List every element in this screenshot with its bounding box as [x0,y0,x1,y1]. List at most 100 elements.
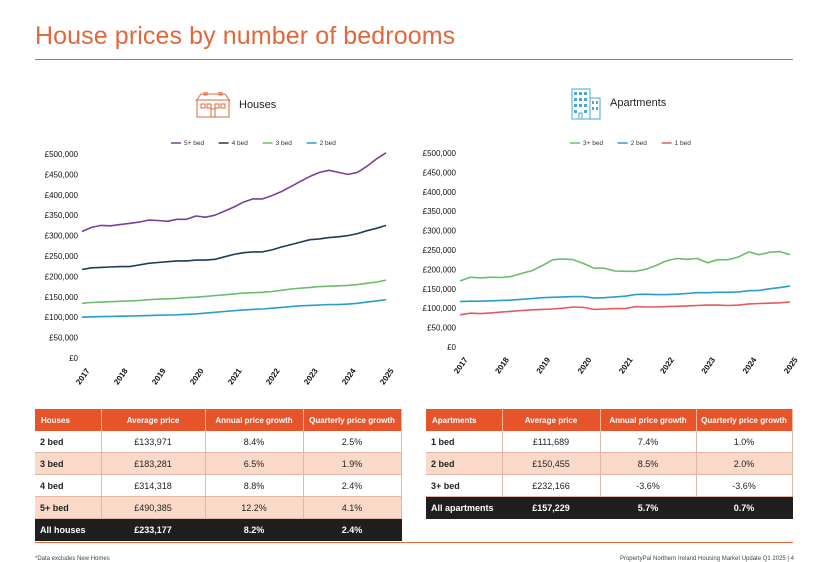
table-row: 3+ bed £232,166 -3.6% -3.6% [426,474,793,497]
legend-label: 3 bed [276,140,293,147]
y-tick-label: £250,000 [423,246,457,255]
table-cell: -3.6% [696,474,793,497]
column-header: Quarterly price growth [696,409,793,431]
table-row: 4 bed £314,318 8.8% 2.4% [35,474,402,497]
y-tick-label: £100,000 [423,304,457,313]
chart-legend: 3+ bed 2 bed 1 bed [570,140,691,147]
x-tick-label: 2022 [658,355,676,375]
x-tick-label: 2024 [741,355,759,375]
y-tick-label: £450,000 [45,170,79,179]
table-cell: £157,229 [502,496,601,519]
x-tick-label: 2025 [782,355,800,375]
legend-label: 5+ bed [184,140,204,147]
table-row: 1 bed £111,689 7.4% 1.0% [426,431,793,453]
table-cell: 12.2% [205,496,304,519]
apartments-heading-label: Apartments [610,97,667,109]
y-tick-label: £0 [447,343,456,352]
table-cell: 2.5% [303,431,402,453]
y-axis: £0 £50,000 £100,000 £150,000 £200,000 £250,00… [45,150,79,363]
series-line [459,301,791,316]
table-cell: 2 bed [35,431,102,453]
table-cell: 8.2% [205,518,304,541]
table-cell: 3+ bed [426,474,503,497]
table-row: 2 bed £133,971 8.4% 2.5% [35,431,402,453]
legend-label: 4 bed [232,140,249,147]
table-cell: 4.1% [303,496,402,519]
table-cell: 2.4% [303,518,402,541]
series-line [459,285,791,303]
table-cell: 2.4% [303,474,402,497]
table-cell: £133,971 [101,431,206,453]
y-tick-label: £350,000 [423,207,457,216]
y-tick-label: £50,000 [49,334,78,343]
table-cell: 5+ bed [35,496,102,519]
column-header: Average price [502,409,601,431]
footer-note: *Data excludes New Homes [35,556,110,562]
column-header: Annual price growth [600,409,697,431]
table-cell: 7.4% [600,431,697,453]
series-line [81,224,387,271]
y-tick-label: £50,000 [427,324,456,333]
house-icon [195,92,231,118]
footer-page-number: 4 [790,556,794,562]
table-cell: All apartments [426,496,503,519]
y-tick-label: £0 [69,354,78,363]
table-cell: All houses [35,518,102,541]
footer-credit: PropertyPal Northern Ireland Housing Mar… [619,556,794,562]
apartment-building-icon [571,88,601,120]
legend-label: 2 bed [320,140,337,147]
y-tick-label: £500,000 [45,150,79,159]
y-tick-label: £350,000 [45,211,79,220]
column-header: Quarterly price growth [303,409,402,431]
y-tick-label: £150,000 [45,293,79,302]
column-header: Houses [35,409,102,431]
table-cell: £111,689 [502,431,601,453]
table-cell: 8.4% [205,431,304,453]
x-tick-label: 2020 [576,355,594,375]
table-cell: £150,455 [502,452,601,475]
apartments-heading: Apartments [570,86,666,120]
column-header: Average price [101,409,206,431]
table-cell: 4 bed [35,474,102,497]
houses-heading: Houses [195,92,276,118]
table-cell: 1.0% [696,431,793,453]
table-cell: 8.8% [205,474,304,497]
table-cell: 8.5% [600,452,697,475]
table-cell: 6.5% [205,452,304,475]
y-tick-label: £300,000 [423,227,457,236]
table-cell: 1 bed [426,431,503,453]
title-divider [35,59,793,60]
table-row: 2 bed £150,455 8.5% 2.0% [426,452,793,475]
table-cell: -3.6% [600,474,697,497]
y-tick-label: £100,000 [45,313,79,322]
table-cell: £233,177 [101,518,206,541]
houses-price-table: Houses Average price Annual price growth… [35,409,402,541]
table-total-row: All apartments £157,229 5.7% 0.7% [426,496,793,519]
table-cell: 2.0% [696,452,793,475]
legend-label: 2 bed [631,140,648,147]
y-tick-label: £400,000 [45,191,79,200]
series-line [81,279,387,305]
houses-heading-label: Houses [239,99,277,111]
table-cell: £232,166 [502,474,601,497]
series-line [81,298,387,318]
x-axis: 2017 2018 2019 2020 2021 2022 2023 2024 2025 [452,355,800,375]
chart-legend: 5+ bed 4 bed 3 bed 2 bed [171,140,336,147]
series-line [81,152,387,233]
table-cell: 1.9% [303,452,402,475]
table-row: 5+ bed £490,385 12.2% 4.1% [35,496,402,519]
footer-report: Northern Ireland Housing Market Update Q… [653,556,786,562]
table-cell: £490,385 [101,496,206,519]
series-line [459,250,791,282]
legend-label: 3+ bed [583,140,603,147]
footer-divider [35,542,793,543]
table-cell: £183,281 [101,452,206,475]
table-cell: 2 bed [426,452,503,475]
x-tick-label: 2021 [617,355,635,375]
apartments-price-table: Apartments Average price Annual price gr… [426,409,793,519]
table-row: 3 bed £183,281 6.5% 1.9% [35,452,402,475]
y-tick-label: £300,000 [45,232,79,241]
table-total-row: All houses £233,177 8.2% 2.4% [35,518,402,541]
x-tick-label: 2017 [452,355,470,375]
y-tick-label: £150,000 [423,285,457,294]
